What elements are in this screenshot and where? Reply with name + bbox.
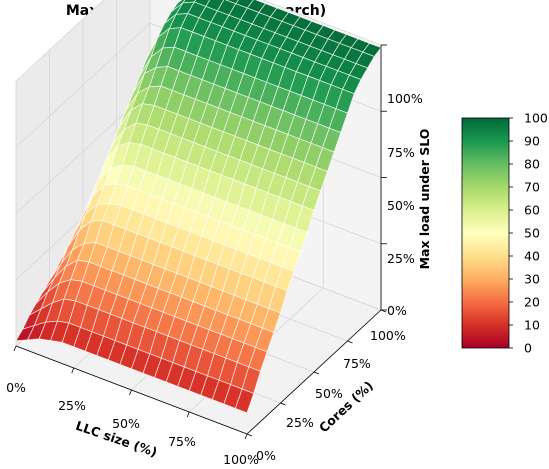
x-tick: 100% — [223, 452, 259, 467]
z-tick: 100% — [387, 91, 423, 106]
z-tick: 25% — [387, 251, 415, 266]
x-tick-mark — [71, 367, 75, 374]
x-axis-ticks: 0% 25% 50% 75% 100% — [6, 380, 259, 467]
z-tick: 0% — [387, 303, 407, 318]
y-tick-mark — [347, 340, 353, 344]
colorbar-tick-label: 10 — [524, 318, 540, 333]
grid-line — [15, 0, 105, 82]
z-tick: 75% — [387, 145, 415, 160]
y-tick: 25% — [286, 415, 314, 430]
z-tick: 50% — [387, 198, 415, 213]
colorbar-tick-label: 90 — [524, 134, 540, 149]
surface-cell — [234, 388, 255, 414]
colorbar-tick-label: 30 — [524, 272, 540, 287]
y-tick-mark — [380, 309, 387, 313]
y-tick-mark — [313, 371, 320, 375]
colorbar-tick-label: 0 — [524, 341, 532, 356]
y-tick: 50% — [315, 386, 343, 401]
y-axis-ticks: 0% 25% 50% 75% 100% — [256, 328, 406, 463]
y-tick-mark — [280, 402, 286, 406]
colorbar-ticks: 0 10 20 30 40 50 60 70 80 90 100 — [509, 111, 548, 356]
x-tick: 25% — [58, 398, 86, 413]
y-tick-mark — [246, 433, 253, 437]
x-tick-mark — [129, 389, 132, 396]
colorbar-tick-label: 70 — [524, 180, 540, 195]
y-tick: 100% — [370, 328, 406, 343]
grid-line — [261, 0, 382, 46]
z-axis-ticks: 0% 25% 50% 75% 100% — [387, 91, 423, 318]
colorbar-tick-label: 100 — [524, 111, 548, 126]
colorbar-tick-label: 80 — [524, 157, 540, 172]
axis-lines — [13, 44, 387, 440]
x-tick-mark — [244, 433, 248, 440]
z-axis-label: Max load under SLO — [417, 129, 432, 270]
colorbar: 0 10 20 30 40 50 60 70 80 90 100 — [461, 111, 548, 356]
colorbar-tick-label: 40 — [524, 249, 540, 264]
colorbar-gradient — [461, 117, 510, 349]
x-tick-mark — [13, 345, 17, 352]
surface-mesh — [15, 0, 382, 414]
x-tick-mark — [186, 411, 190, 418]
grid-line — [15, 22, 151, 148]
x-tick: 0% — [6, 380, 26, 395]
colorbar-tick-label: 60 — [524, 203, 540, 218]
x-tick: 75% — [168, 434, 196, 449]
colorbar-tick-label: 50 — [524, 226, 540, 241]
y-tick: 0% — [256, 448, 276, 463]
colorbar-tick-label: 20 — [524, 295, 540, 310]
y-tick: 75% — [343, 356, 371, 371]
x-tick: 50% — [112, 416, 140, 431]
